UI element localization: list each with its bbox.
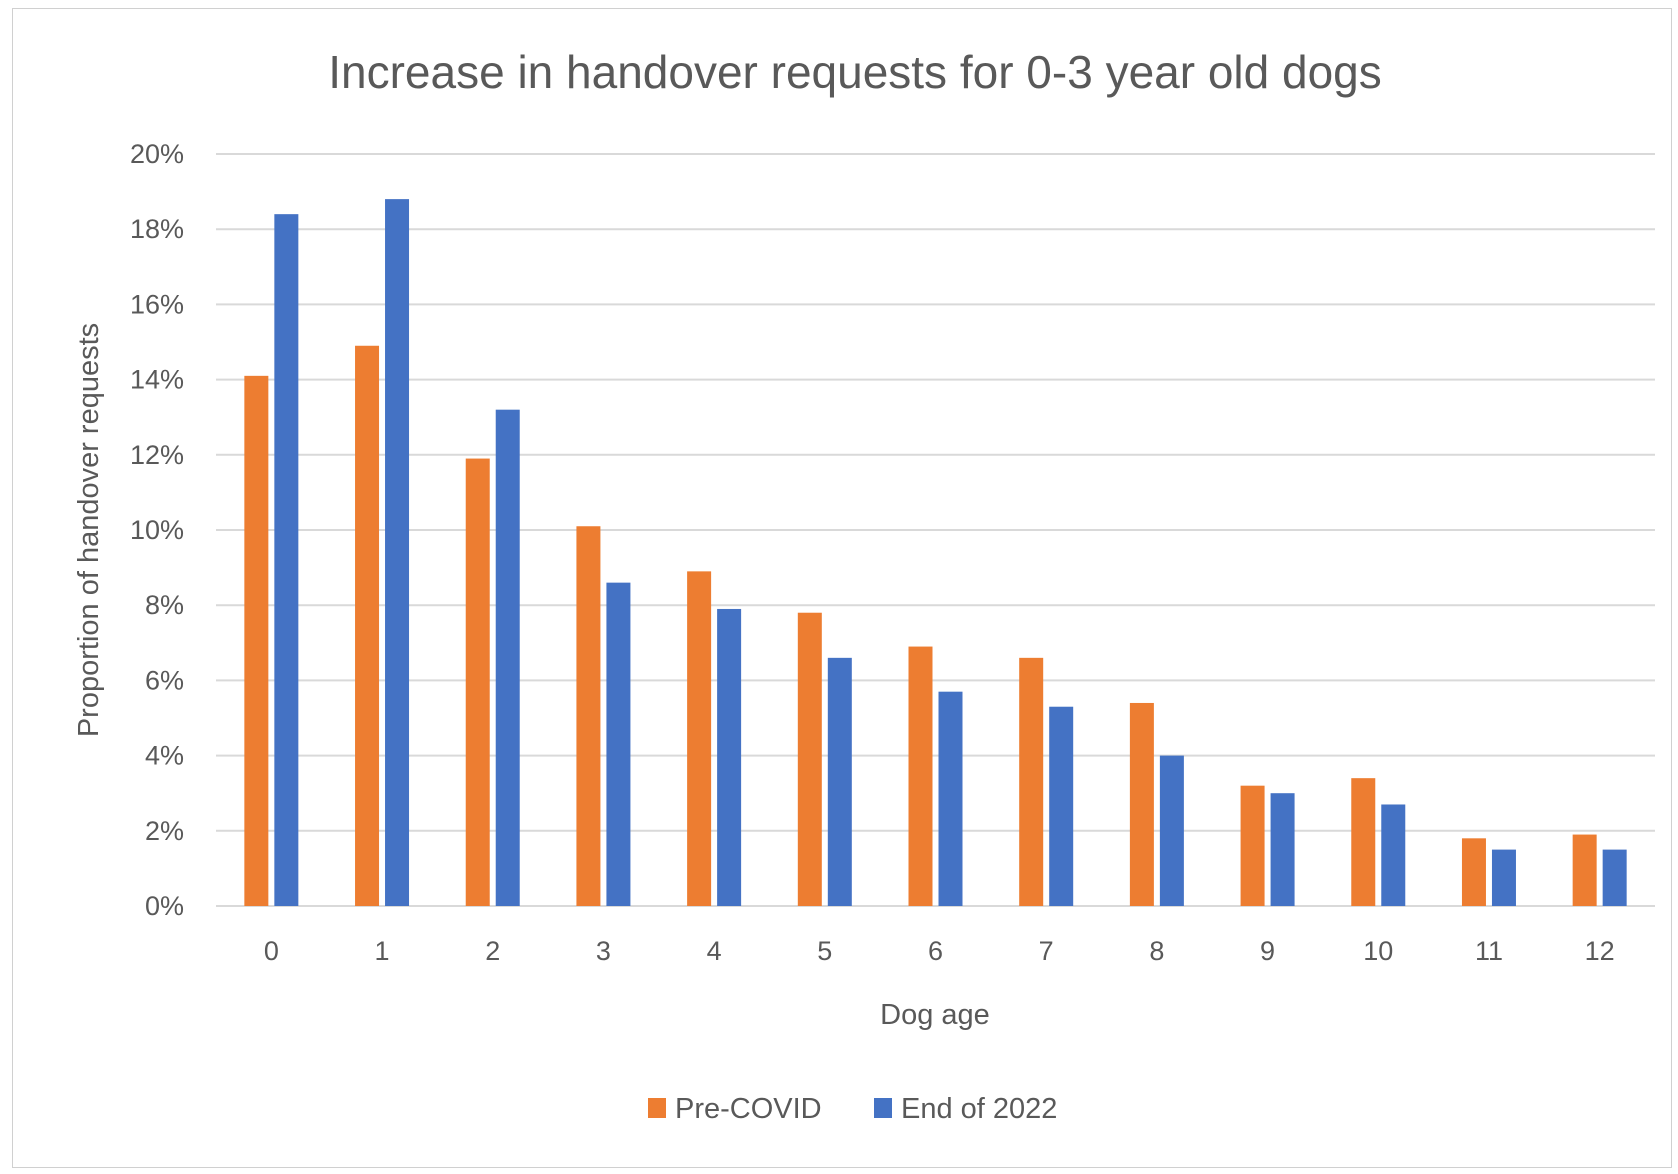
bar-end-of-2022 [938,691,963,906]
bar-end-of-2022 [1159,755,1184,906]
bar-end-of-2022 [827,657,852,906]
y-tick-label: 0% [145,891,184,921]
bar-pre-covid [908,646,933,906]
gridlines [216,153,1655,907]
bar-end-of-2022 [1049,706,1074,906]
bar-pre-covid [355,345,380,906]
x-tick-label: 12 [1585,936,1615,966]
x-tick-label: 9 [1260,936,1275,966]
bar-end-of-2022 [1270,793,1295,906]
y-tick-label: 16% [130,289,184,319]
x-tick-label: 3 [596,936,611,966]
bar-pre-covid [797,612,822,906]
x-tick-label: 2 [485,936,500,966]
x-tick-label: 0 [264,936,279,966]
bar-pre-covid [1461,838,1486,906]
x-axis-label: Dog age [880,999,990,1031]
bar-end-of-2022 [274,214,299,906]
x-tick-label: 1 [375,936,390,966]
x-tick-label: 6 [928,936,943,966]
bar-pre-covid [1129,702,1154,906]
legend-swatch [874,1098,892,1118]
bar-pre-covid [244,375,269,907]
x-tick-label: 8 [1149,936,1164,966]
y-tick-label: 6% [145,665,184,695]
y-tick-label: 10% [130,515,184,545]
bar-end-of-2022 [717,608,742,906]
legend-label: End of 2022 [901,1093,1057,1125]
y-tick-label: 14% [130,365,184,395]
bar-pre-covid [1019,657,1044,906]
x-axis-ticks: 0 1 2 3 4 5 6 7 8 9 10 11 12 [264,936,1615,966]
y-tick-label: 2% [145,816,184,846]
bars [244,199,1627,907]
y-tick-label: 18% [130,214,184,244]
y-axis-label: Proportion of handover requests [73,323,105,737]
bar-end-of-2022 [1602,849,1627,906]
legend: Pre-COVID End of 2022 [648,1093,1057,1125]
bar-end-of-2022 [606,582,631,906]
bar-end-of-2022 [385,199,410,906]
bar-end-of-2022 [1491,849,1516,906]
x-tick-label: 5 [817,936,832,966]
bar-end-of-2022 [1381,804,1406,906]
x-tick-label: 7 [1039,936,1054,966]
legend-swatch [648,1098,666,1118]
bar-pre-covid [1572,834,1597,906]
y-tick-label: 8% [145,590,184,620]
bar-pre-covid [1351,778,1376,906]
legend-label: Pre-COVID [675,1093,822,1125]
y-tick-label: 12% [130,440,184,470]
bar-pre-covid [465,458,490,906]
bar-pre-covid [1240,785,1265,906]
x-tick-label: 11 [1475,936,1503,966]
x-tick-label: 4 [707,936,722,966]
bar-pre-covid [576,526,601,906]
bar-end-of-2022 [495,409,520,906]
bar-pre-covid [687,571,712,906]
y-tick-label: 4% [145,741,184,771]
chart-title: Increase in handover requests for 0-3 ye… [328,46,1382,98]
y-tick-label: 20% [130,139,184,169]
x-tick-label: 10 [1363,936,1393,966]
y-axis-ticks: 0% 2% 4% 6% 8% 10% 12% 14% 16% 18% 20% [130,139,184,921]
